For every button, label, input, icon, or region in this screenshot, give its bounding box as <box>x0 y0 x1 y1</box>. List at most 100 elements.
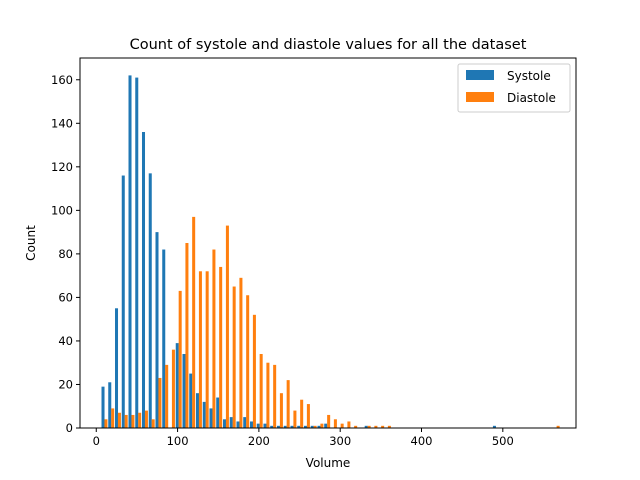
systole-bar <box>135 77 139 428</box>
diastole-bar <box>333 419 337 428</box>
diastole-bar <box>124 414 128 428</box>
systole-bar <box>276 425 280 428</box>
diastole-bar <box>165 364 169 428</box>
y-tick-label: 0 <box>66 421 73 435</box>
legend-swatch-diastole <box>466 92 494 102</box>
diastole-bar <box>347 421 351 428</box>
diastole-bar <box>556 425 560 428</box>
systole-bar <box>195 393 200 428</box>
x-tick-label: 0 <box>93 434 100 448</box>
systole-bar <box>162 249 166 428</box>
systole-bar <box>310 425 314 428</box>
chart-title: Count of systole and diastole values for… <box>130 37 527 53</box>
systole-bar <box>263 423 267 428</box>
y-tick-label: 140 <box>51 116 73 130</box>
legend-label-systole: Systole <box>507 69 551 83</box>
systole-bar <box>222 419 226 428</box>
x-tick-label: 200 <box>248 434 270 448</box>
legend-swatch-systole <box>466 70 494 80</box>
diastole-bar <box>259 354 263 428</box>
diastole-bar <box>313 425 317 428</box>
diastole-bar <box>239 277 243 428</box>
diastole-bar <box>266 362 270 428</box>
diastole-bar <box>185 243 189 428</box>
y-tick-label: 160 <box>51 73 73 87</box>
diastole-bar <box>225 225 229 428</box>
systole-bar <box>202 401 206 428</box>
diastole-bar <box>232 286 236 428</box>
systole-bar <box>297 425 301 428</box>
diastole-bar <box>340 423 344 428</box>
systole-bar <box>236 421 240 428</box>
diastole-bar <box>374 425 378 428</box>
diastole-bar <box>279 393 283 428</box>
y-tick-label: 80 <box>58 247 73 261</box>
diastole-bar <box>205 271 209 428</box>
systole-bar <box>256 423 260 428</box>
diastole-bar <box>286 380 290 428</box>
systole-bar <box>317 425 321 428</box>
systole-bar <box>303 425 307 428</box>
systole-bar <box>182 354 186 428</box>
diastole-bar <box>354 425 358 428</box>
systole-bar <box>189 373 193 428</box>
diastole-bar <box>219 266 223 428</box>
y-tick-label: 100 <box>51 203 73 217</box>
diastole-bar <box>131 414 135 428</box>
y-tick-label: 40 <box>58 334 73 348</box>
diastole-bar <box>111 408 115 428</box>
diastole-bar <box>320 423 324 428</box>
diastole-bar <box>198 271 202 428</box>
diastole-bar <box>178 290 182 428</box>
y-axis: 0 20 40 60 80 100 120 140 160 <box>51 73 80 435</box>
x-tick-label: 400 <box>411 434 433 448</box>
diastole-bar <box>306 404 310 428</box>
diastole-bar <box>246 295 250 428</box>
systole-bar <box>115 308 119 428</box>
x-axis-label: Volume <box>306 456 351 470</box>
diastole-bar <box>212 249 216 428</box>
systole-bar <box>243 417 247 428</box>
systole-bar <box>492 425 496 428</box>
diastole-bar <box>158 377 162 428</box>
systole-bar <box>148 173 152 428</box>
systole-bar <box>175 343 179 428</box>
y-tick-label: 20 <box>58 377 73 391</box>
diastole-bar <box>138 412 142 428</box>
diastole-bar <box>327 414 331 428</box>
diastole-bar <box>387 425 391 428</box>
diastole-bar <box>144 410 148 428</box>
systole-bar <box>229 417 233 428</box>
x-tick-label: 100 <box>167 434 189 448</box>
systole-bar <box>290 425 294 428</box>
x-axis: 0 100 200 300 400 500 <box>93 428 514 448</box>
diastole-bar <box>104 419 108 428</box>
bars <box>101 75 560 428</box>
systole-bar <box>128 75 132 428</box>
systole-bar <box>108 382 112 428</box>
diastole-bar <box>192 216 196 428</box>
diastole-bar <box>171 349 175 428</box>
legend-label-diastole: Diastole <box>507 91 556 105</box>
diastole-bar <box>273 364 277 428</box>
systole-bar <box>216 397 220 428</box>
systole-bar <box>324 423 328 428</box>
legend: Systole Diastole <box>457 63 571 113</box>
systole-bar <box>101 386 105 428</box>
systole-bar <box>270 425 274 428</box>
y-axis-label: Count <box>24 225 38 261</box>
diastole-bar <box>293 410 297 428</box>
diastole-bar <box>117 412 121 428</box>
y-tick-label: 120 <box>51 160 73 174</box>
diastole-bar <box>300 399 304 428</box>
diastole-bar <box>151 419 155 428</box>
y-tick-label: 60 <box>58 290 73 304</box>
diastole-bar <box>252 314 256 428</box>
systole-bar <box>209 408 213 428</box>
systole-bar <box>155 232 159 428</box>
systole-bar <box>283 425 287 428</box>
x-tick-label: 300 <box>329 434 351 448</box>
systole-bar <box>141 132 146 428</box>
systole-bar <box>364 425 368 428</box>
